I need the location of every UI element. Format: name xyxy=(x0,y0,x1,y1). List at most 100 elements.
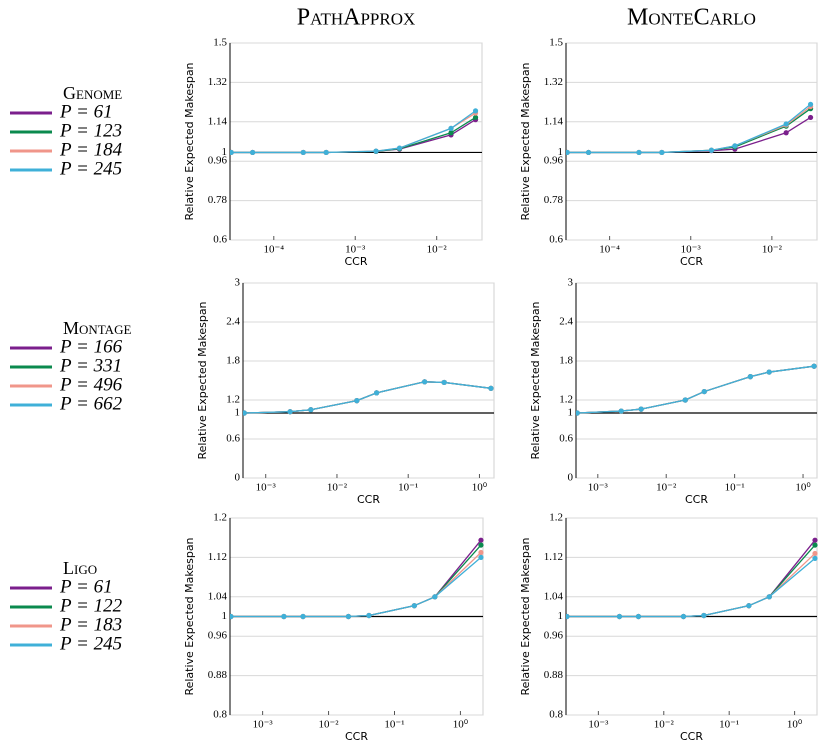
y-axis-label: Relative Expected Makespan xyxy=(529,301,542,459)
y-tick-label: 0.8 xyxy=(213,709,227,721)
x-tick-label: 10⁻¹ xyxy=(398,482,418,494)
legend-label: P = 123 xyxy=(59,120,122,141)
x-tick-label: 10⁻² xyxy=(327,482,348,494)
data-point xyxy=(488,385,494,391)
y-tick-label: 0.6 xyxy=(559,433,573,445)
y-tick-label: 1.14 xyxy=(208,115,228,127)
data-point xyxy=(747,374,753,380)
plot-frame xyxy=(242,282,495,479)
legend-label: P = 496 xyxy=(59,374,123,395)
data-point xyxy=(345,613,352,620)
y-tick-label: 0.88 xyxy=(544,669,564,681)
series-line xyxy=(230,556,482,618)
y-tick-label: 2.4 xyxy=(226,316,240,328)
panel: 0.8 0.88 0.96 1 1.04 1.12 1.2 10⁻³ 10⁻² 10⁻¹ 10⁰ CC… xyxy=(519,512,818,743)
data-point xyxy=(448,130,454,136)
legend-label: P = 183 xyxy=(59,614,122,635)
data-point xyxy=(354,398,360,404)
x-tick-label: 10⁻³ xyxy=(681,244,702,256)
legend-label: P = 166 xyxy=(59,336,123,357)
data-point xyxy=(708,147,715,153)
x-tick-label: 10⁻² xyxy=(654,719,675,731)
y-tick-label: 0 xyxy=(235,472,241,484)
series-line xyxy=(244,381,492,414)
data-point xyxy=(811,363,817,369)
panel: 0.6 0.78 0.961 1.14 1.32 1.5 10⁻⁴ 10⁻³ 10⁻² CCR Re… xyxy=(183,37,483,268)
y-tick-label: 0.6 xyxy=(213,234,227,246)
x-tick-label: 10⁰ xyxy=(453,719,469,731)
data-point xyxy=(638,406,644,412)
series-group xyxy=(576,363,817,416)
series-line xyxy=(566,557,816,618)
x-tick-label: 10⁻² xyxy=(762,244,783,256)
data-point xyxy=(281,613,287,620)
column-title: MonteCarlo xyxy=(627,5,756,31)
data-point xyxy=(766,594,772,600)
data-point xyxy=(783,121,789,127)
y-axis-label: Relative Expected Makespan xyxy=(519,62,532,220)
y-tick-label: 1.12 xyxy=(544,551,563,563)
x-tick-label: 10⁻¹ xyxy=(384,719,404,731)
legend-label: P = 61 xyxy=(59,576,113,597)
data-point xyxy=(250,149,256,156)
y-tick-label: 0.96 xyxy=(208,630,228,642)
series-group xyxy=(566,101,814,156)
series-line xyxy=(566,552,816,618)
x-axis-label: CCR xyxy=(344,255,367,268)
x-axis-label: CCR xyxy=(680,730,703,743)
x-tick-label: 10⁰ xyxy=(787,719,803,731)
data-point xyxy=(300,149,306,156)
y-tick-label: 1.04 xyxy=(208,590,228,602)
data-point xyxy=(411,603,417,609)
series-line xyxy=(566,544,816,618)
y-tick-label: 0 xyxy=(568,472,574,484)
x-tick-label: 10⁻² xyxy=(656,482,677,494)
y-tick-label: 1.32 xyxy=(208,76,227,88)
data-point xyxy=(680,613,687,620)
data-point xyxy=(659,149,665,156)
data-point xyxy=(422,379,428,385)
data-point xyxy=(448,125,454,131)
x-tick-label: 10⁻³ xyxy=(588,719,609,731)
y-tick-label: 0.6 xyxy=(226,433,240,445)
data-point xyxy=(566,613,570,620)
series-line xyxy=(577,365,815,414)
legend-label: P = 331 xyxy=(59,355,122,376)
y-tick-label: 1.14 xyxy=(544,115,564,127)
data-point xyxy=(701,612,707,619)
legend-title: Genome xyxy=(63,83,122,103)
series-group xyxy=(230,537,484,620)
panel: 0.8 0.88 0.96 1 1.04 1.12 1.2 10⁻³ 10⁻² 10⁻¹ 10⁰ CC… xyxy=(183,512,484,743)
y-axis-label: Relative Expected Makespan xyxy=(519,537,532,695)
y-tick-label: 1 xyxy=(558,610,564,622)
y-tick-label: 1.8 xyxy=(559,355,573,367)
series-line xyxy=(244,381,492,414)
column-title: PathApprox xyxy=(297,5,416,31)
x-tick-label: 10⁻⁴ xyxy=(263,244,284,256)
data-point xyxy=(373,390,380,396)
data-point xyxy=(682,397,688,403)
y-tick-label: 1.2 xyxy=(226,394,240,406)
data-point xyxy=(396,145,403,151)
data-point xyxy=(812,542,818,548)
y-tick-label: 1.8 xyxy=(226,355,240,367)
y-tick-label: 1 xyxy=(568,407,574,419)
y-tick-label: 1.32 xyxy=(544,76,563,88)
y-tick-label: 1.5 xyxy=(549,37,563,49)
x-axis-label: CCR xyxy=(680,255,703,268)
series-group xyxy=(230,108,479,156)
y-tick-label: 1.5 xyxy=(213,37,227,49)
data-point xyxy=(766,369,772,375)
data-point xyxy=(812,537,818,543)
legend-label: P = 122 xyxy=(59,595,123,616)
data-point xyxy=(230,613,234,620)
data-point xyxy=(636,149,642,156)
x-axis-label: CCR xyxy=(357,493,380,506)
y-tick-label: 2.4 xyxy=(559,316,573,328)
series-line xyxy=(230,544,482,618)
y-tick-label: 1 xyxy=(222,146,228,158)
x-tick-label: 10⁰ xyxy=(472,482,488,494)
panel: 0.6 0.78 0.961 1.14 1.32 1.5 10⁻⁴ 10⁻³ 10⁻² CCR Re… xyxy=(519,37,818,268)
